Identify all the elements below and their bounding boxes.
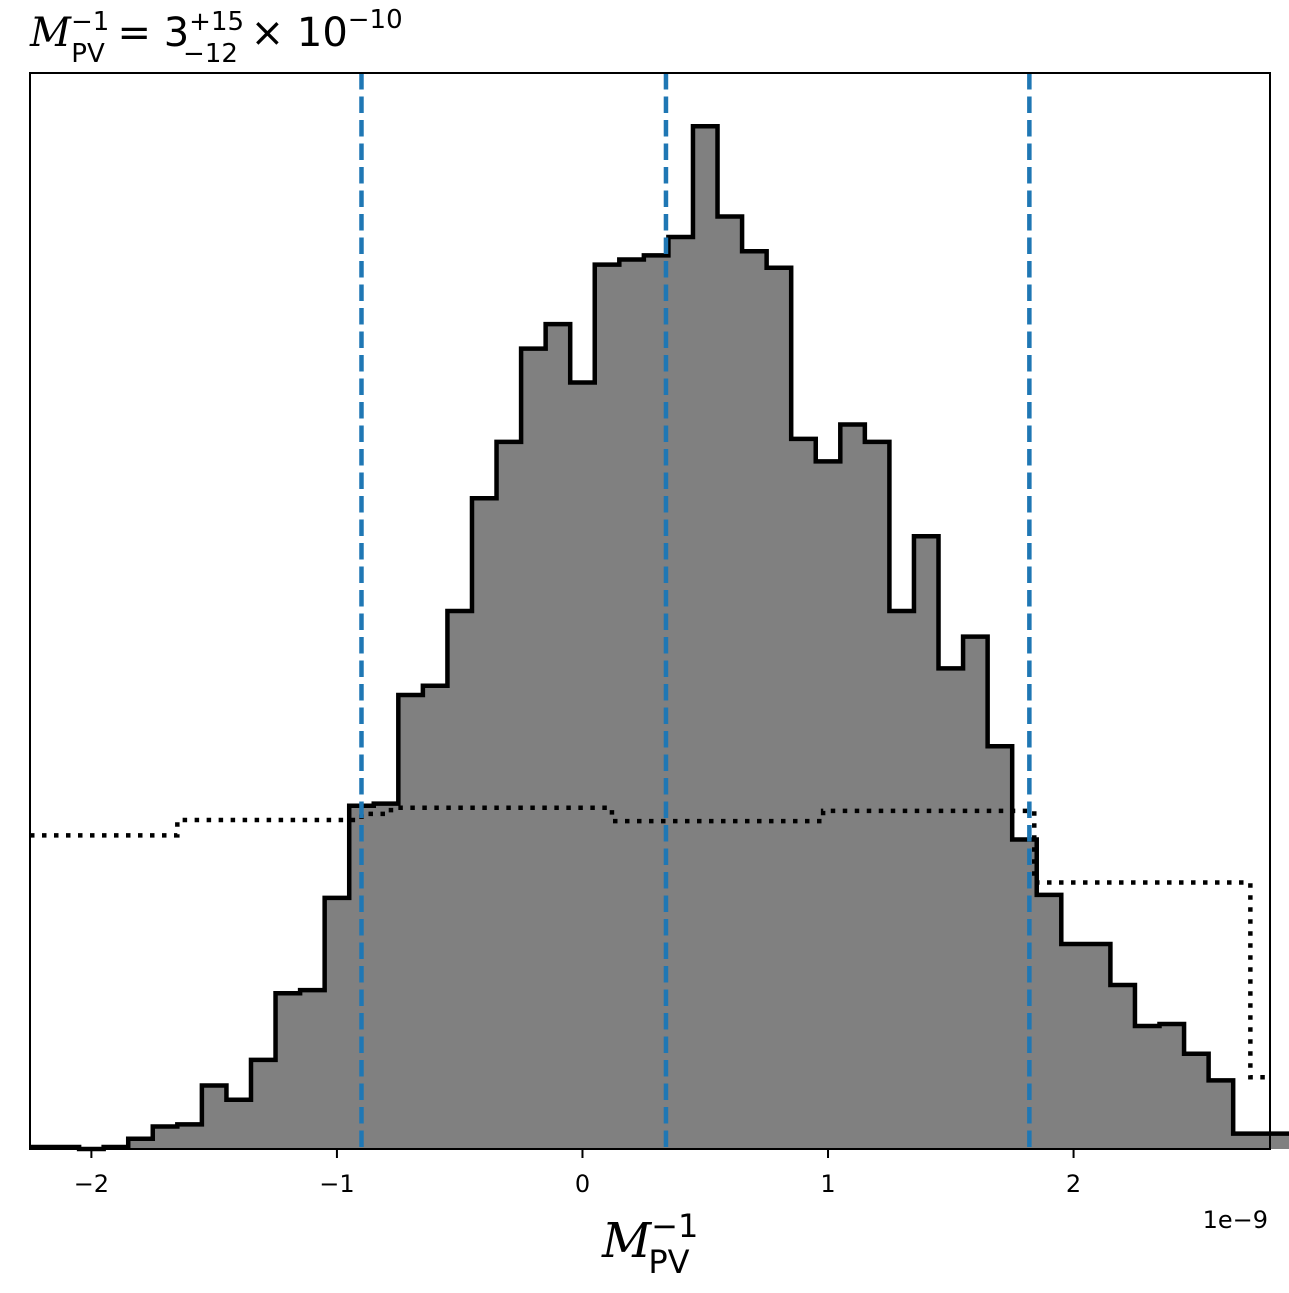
x-tick-label-3: 0 xyxy=(575,1170,590,1198)
plot-area xyxy=(30,73,1289,1152)
x-axis-label: M−1 PV xyxy=(601,1207,698,1281)
offset-text: 1e−9 xyxy=(1203,1206,1268,1234)
title-lower-error: −12 xyxy=(183,39,238,69)
posterior-fill xyxy=(30,126,1289,1149)
title-superscript: −1 xyxy=(71,7,109,37)
title-subscript: PV xyxy=(71,39,105,69)
x-tick-label-5: 2 xyxy=(1066,1170,1081,1198)
x-tick-label-4: 1 xyxy=(820,1170,835,1198)
x-tick-label-2: −1 xyxy=(319,1170,354,1198)
posterior-step-outline xyxy=(30,124,1289,1152)
chart-title: M−1 PV = 3+15 −12 × 10−10 xyxy=(29,5,403,69)
title-upper-error: +15 xyxy=(189,7,244,37)
title-symbol: M xyxy=(29,10,72,56)
title-exponent: −10 xyxy=(348,5,403,35)
title-times: × 10 xyxy=(238,10,348,56)
axes-frame xyxy=(29,72,1271,1150)
xlabel-symbol: M xyxy=(601,1213,653,1269)
x-axis-ticks: −2 −1 0 1 2 xyxy=(74,1149,1081,1198)
xlabel-superscript: −1 xyxy=(651,1207,698,1245)
xlabel-subscript: PV xyxy=(648,1243,689,1281)
x-tick-label-1: −2 xyxy=(74,1170,109,1198)
title-equals: = 3 xyxy=(105,10,189,56)
